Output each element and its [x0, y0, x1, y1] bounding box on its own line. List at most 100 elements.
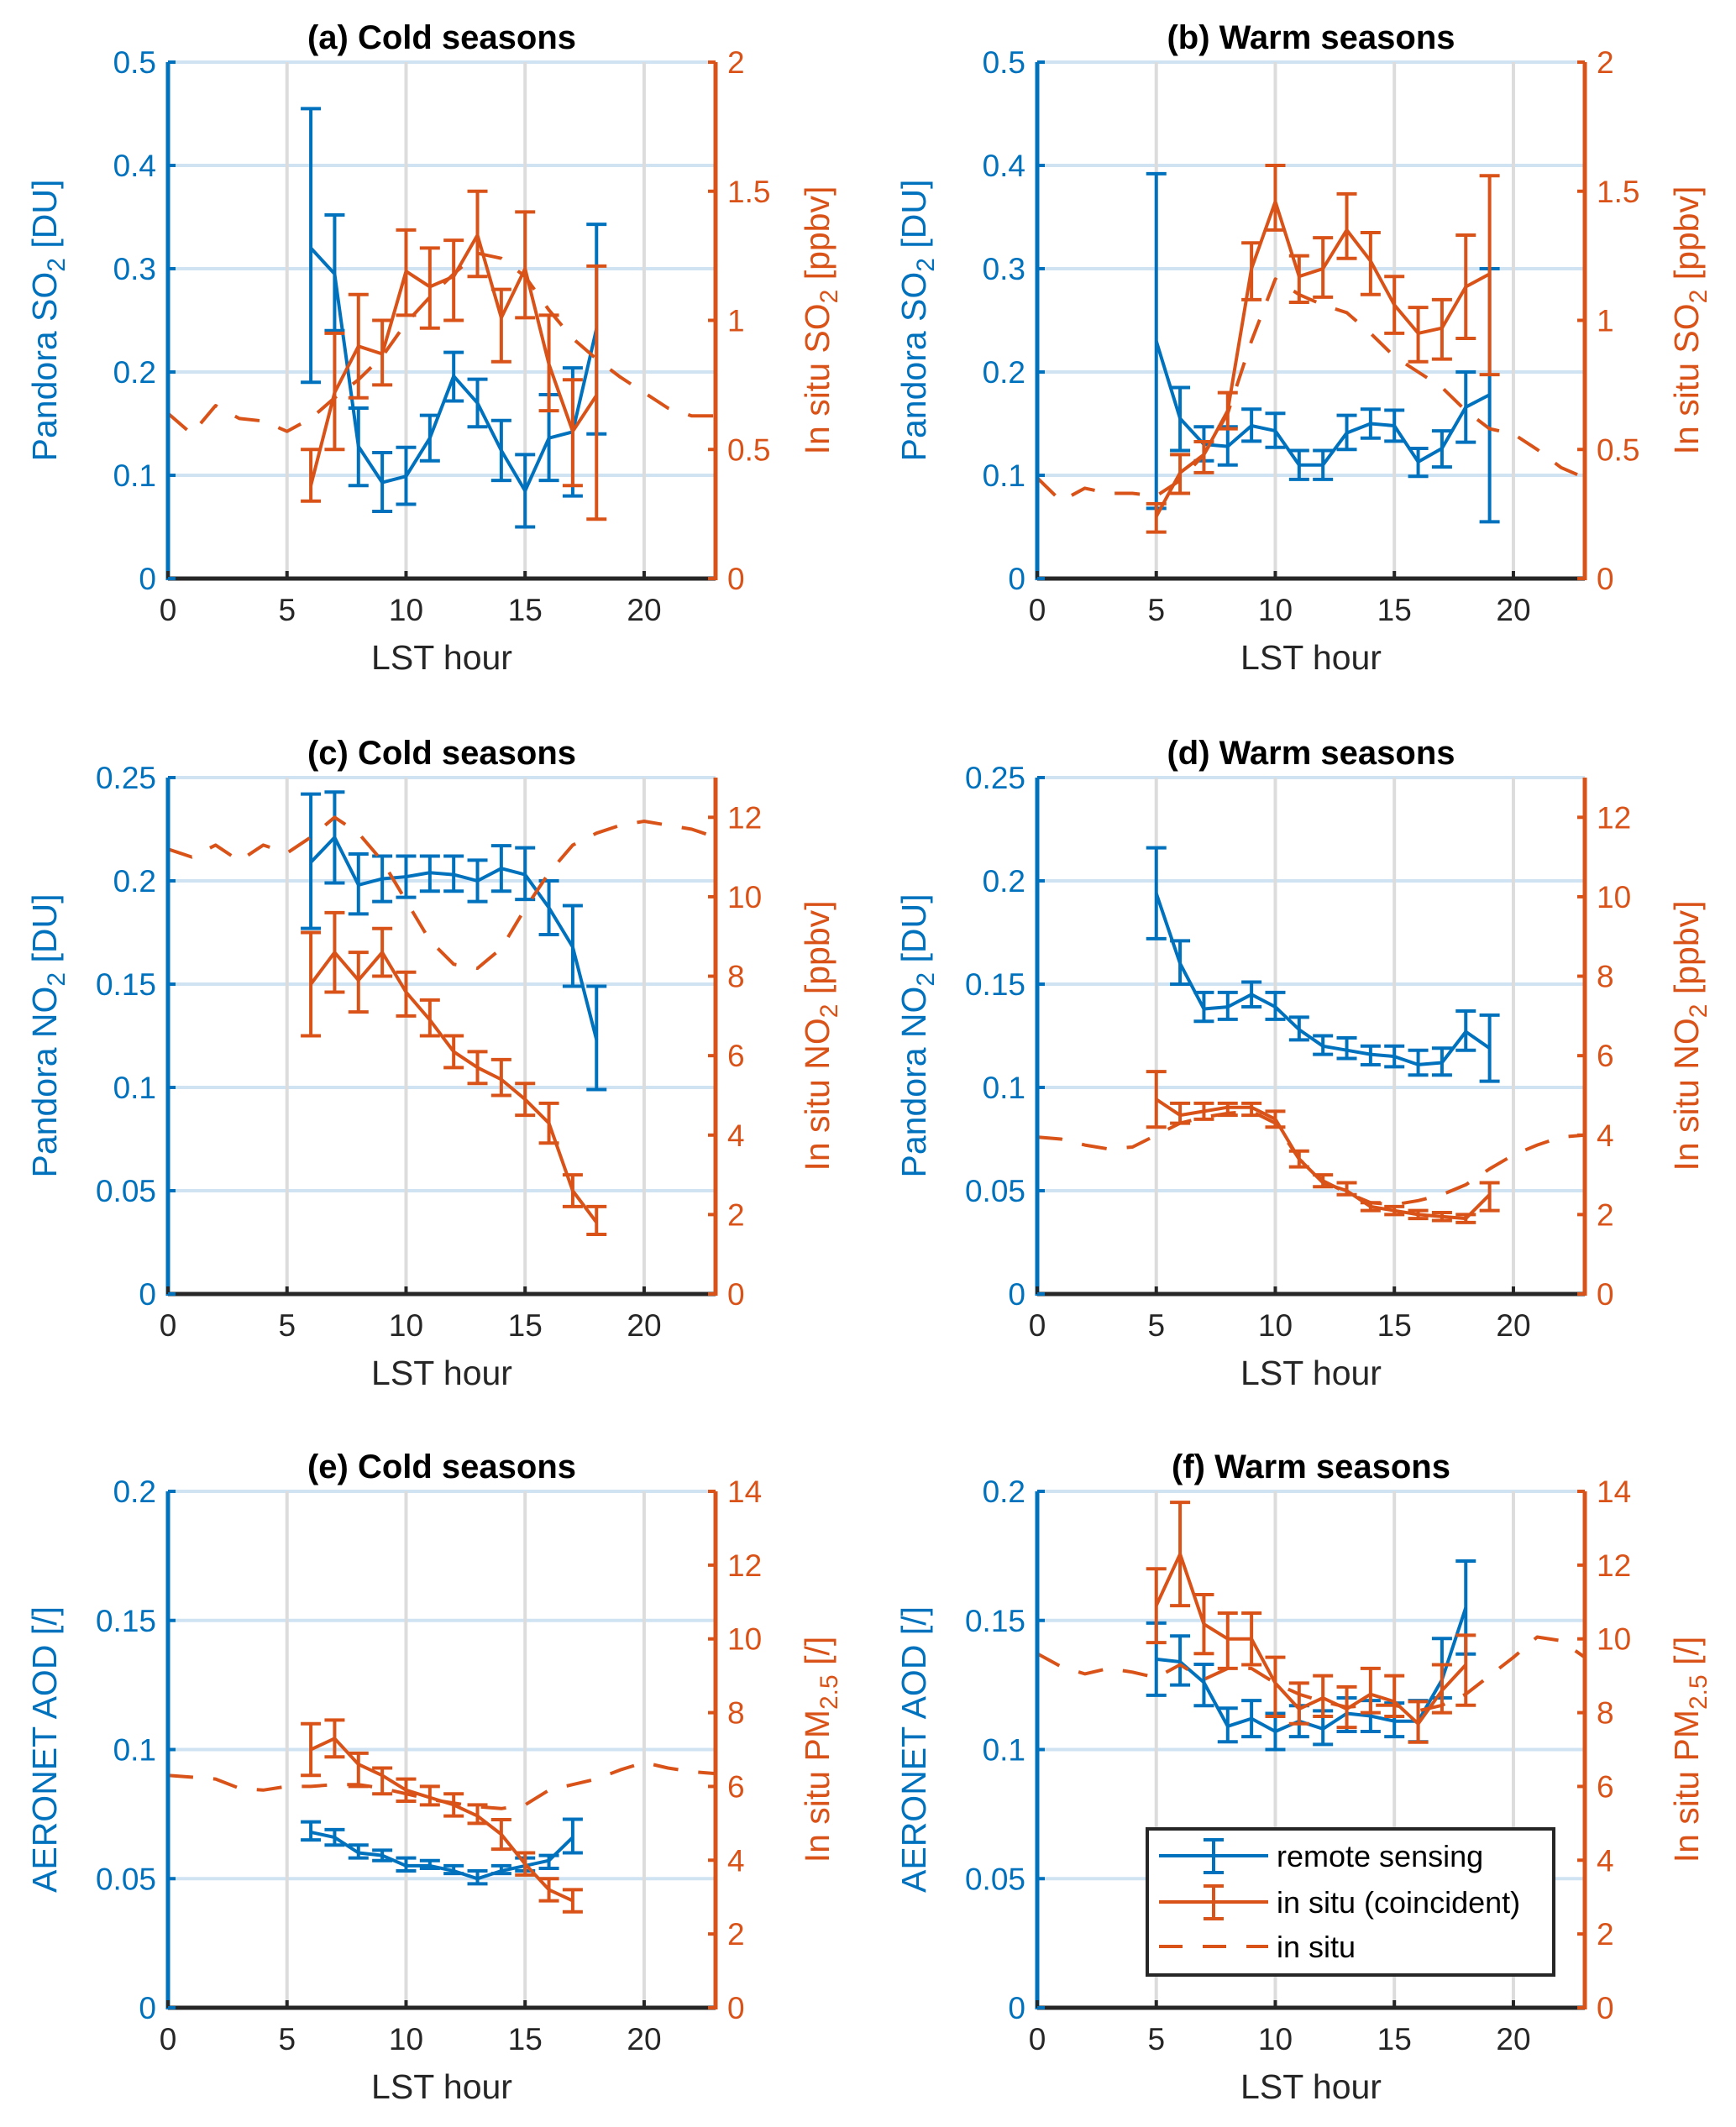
errorbar: [1431, 297, 1452, 361]
x-axis-label: LST hour: [1240, 2067, 1382, 2106]
errorbar: [467, 1050, 488, 1086]
errorbar: [1241, 1611, 1262, 1667]
errorbar: [324, 331, 345, 452]
errorbar: [1193, 440, 1214, 474]
errorbar: [562, 378, 583, 488]
x-tick-label: 20: [627, 1308, 661, 1343]
x-tick-label: 5: [1147, 1308, 1165, 1343]
y-tick-label-right: 2: [1597, 1917, 1614, 1951]
x-tick-label: 10: [389, 593, 423, 627]
y-tick-label-right: 0: [727, 1991, 745, 2025]
y-tick-label-left: 0: [139, 1277, 156, 1312]
y-tick-label-right: 0.5: [727, 432, 770, 467]
series-in-situ-coincident-: [1146, 164, 1500, 534]
errorbar: [396, 1856, 417, 1873]
y-tick-label-left: 0.4: [983, 149, 1025, 183]
series-in-situ: [167, 1760, 716, 1810]
x-tick-label: 5: [278, 2022, 296, 2056]
x-tick-label: 0: [160, 1308, 177, 1343]
errorbar: [1193, 1101, 1214, 1121]
errorbar: [372, 854, 393, 904]
x-tick-label: 10: [1258, 1308, 1293, 1343]
x-tick-label: 20: [1496, 2022, 1530, 2056]
errorbar: [443, 1792, 464, 1818]
y-tick-label-left: 0.1: [983, 458, 1025, 493]
errorbar: [1146, 1567, 1167, 1645]
y-tick-label-right: 8: [1597, 1696, 1614, 1731]
errorbar: [1265, 1711, 1286, 1752]
errorbar: [324, 910, 345, 994]
series-remote-sensing: [1146, 846, 1500, 1083]
errorbar: [1336, 191, 1357, 260]
y-tick-label-right: 12: [727, 1548, 762, 1583]
errorbar: [301, 448, 322, 503]
errorbar: [1384, 408, 1405, 443]
errorbar: [1408, 1208, 1429, 1221]
errorbar: [1170, 385, 1191, 453]
errorbar: [301, 1721, 322, 1778]
x-axis-label: LST hour: [371, 1354, 512, 1392]
errorbar: [419, 1858, 440, 1870]
y-tick-label-right: 6: [1597, 1769, 1614, 1804]
x-tick-label: 0: [1029, 1308, 1046, 1343]
y-tick-label-right: 1.5: [727, 175, 770, 209]
x-tick-label: 5: [1147, 593, 1165, 627]
errorbar: [443, 1034, 464, 1070]
errorbar: [586, 1204, 607, 1237]
errorbar: [348, 1843, 369, 1860]
y-axis-label-left: Pandora SO2 [DU]: [894, 180, 940, 462]
errorbar: [490, 1057, 511, 1098]
axes: 0 5 10 15 20 0 0.05 0.1 0.15 0.2 0 2 4 6 8 10 12 14: [965, 1475, 1631, 2056]
errorbar: [301, 1820, 322, 1842]
errorbar: [1170, 939, 1191, 986]
y-tick-label-right: 4: [727, 1119, 745, 1153]
errorbar: [1408, 1700, 1429, 1744]
errorbar: [1479, 174, 1500, 377]
errorbar: [538, 879, 559, 936]
errorbar: [1241, 241, 1262, 301]
y-tick-label-left: 0: [1008, 1277, 1025, 1312]
y-tick-label-left: 0.05: [965, 1862, 1025, 1896]
errorbar: [515, 1851, 536, 1877]
x-axis-label: LST hour: [371, 638, 512, 677]
panel-title: (d) Warm seasons: [1167, 735, 1455, 772]
errorbar: [1455, 233, 1476, 341]
legend-entry-insitu-coincident: in situ (coincident): [1159, 1884, 1520, 1920]
errorbar: [538, 1877, 559, 1903]
y-tick-label-left: 0.5: [113, 45, 156, 80]
y-tick-label-right: 1: [727, 304, 745, 338]
x-tick-label: 15: [1377, 1308, 1412, 1343]
errorbar: [515, 846, 536, 902]
errorbar: [1241, 1699, 1262, 1739]
y-tick-label-right: 8: [727, 960, 745, 994]
errorbar: [1384, 1204, 1405, 1217]
errorbar: [467, 189, 488, 279]
grid: [168, 60, 716, 580]
errorbar: [396, 970, 417, 1018]
y-tick-label-left: 0.2: [113, 1475, 156, 1509]
errorbar: [419, 413, 440, 463]
y-tick-label-right: 0: [1597, 1277, 1614, 1312]
x-tick-label: 15: [1377, 593, 1412, 627]
grid: [1037, 60, 1585, 580]
panel-e: 0 5 10 15 20 0 0.05 0.1 0.15 0.2 0 2 4 6 8 10 12 14 (e) Co…: [25, 1449, 843, 2106]
errorbar: [1217, 990, 1238, 1021]
errorbar: [372, 318, 393, 387]
grid: [168, 1490, 716, 2009]
y-tick-label-right: 4: [727, 1843, 745, 1878]
panel-a: 0 5 10 15 20 0 0.1 0.2 0.3 0.4 0.5 0 0.5 1 1.5 2 (a) Col…: [25, 19, 843, 677]
errorbar: [490, 287, 511, 364]
y-axis-label-right: In situ SO2 [ppbv]: [798, 186, 843, 455]
y-tick-label-right: 0: [727, 562, 745, 596]
legend-label-coincident: in situ (coincident): [1277, 1885, 1520, 1920]
errorbar: [1146, 846, 1167, 940]
y-tick-label-left: 0.2: [983, 1475, 1025, 1509]
x-tick-label: 15: [508, 1308, 543, 1343]
legend: remote sensing in situ (coincident) in s…: [1146, 1827, 1555, 1977]
panel-title: (f) Warm seasons: [1172, 1449, 1450, 1485]
errorbar: [1431, 1211, 1452, 1223]
series-in-situ-coincident-: [301, 189, 607, 521]
x-axis-label: LST hour: [1240, 638, 1382, 677]
grid: [168, 776, 716, 1296]
errorbar: [1360, 230, 1381, 296]
